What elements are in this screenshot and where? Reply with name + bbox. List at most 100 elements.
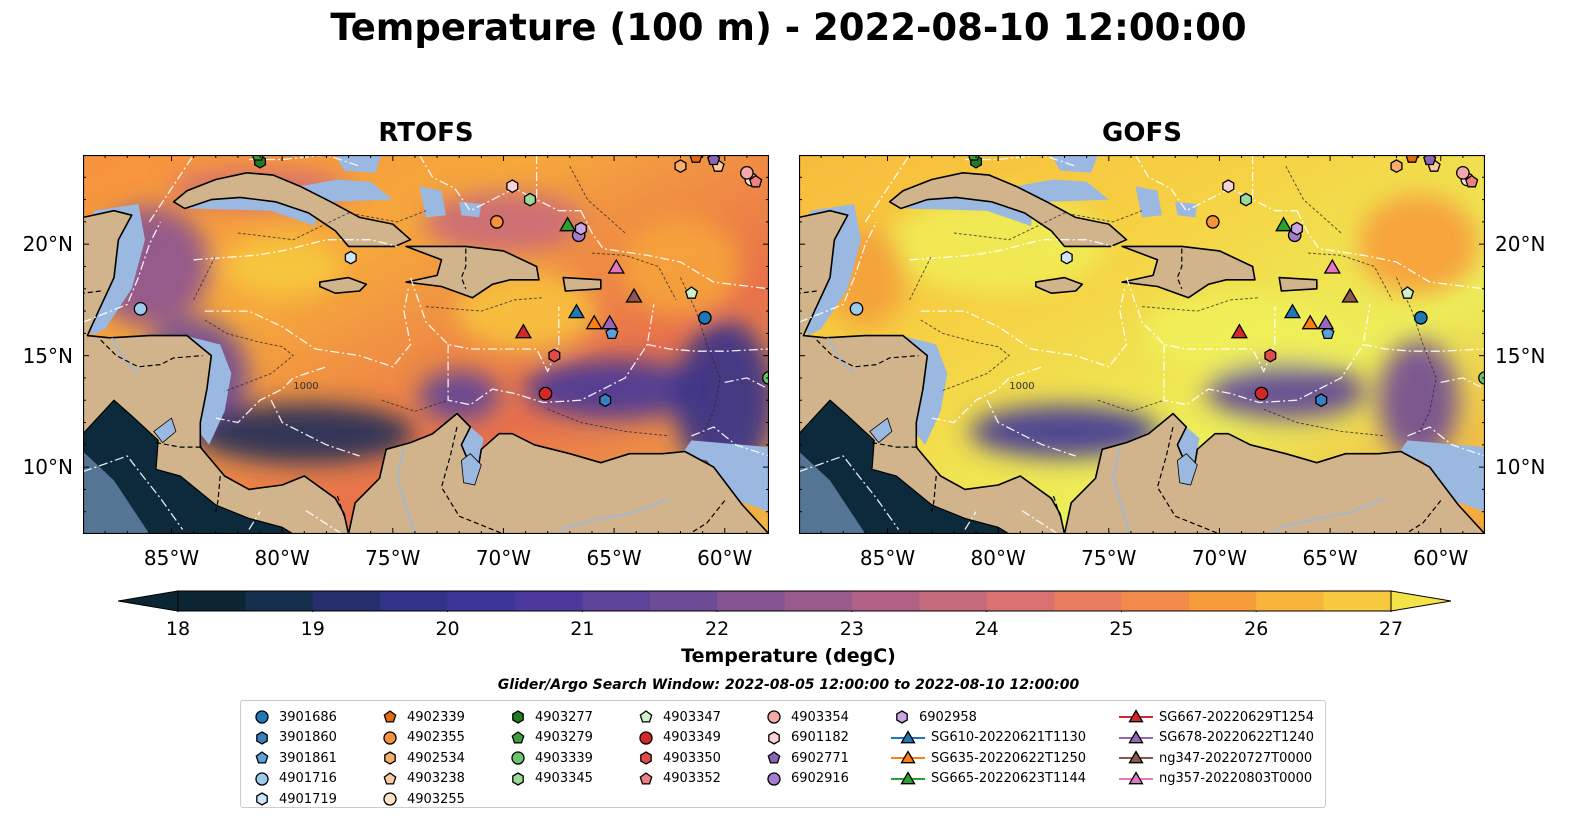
legend-marker bbox=[255, 771, 269, 786]
legend-item-label: 4902355 bbox=[407, 730, 465, 745]
colorbar-bin bbox=[1188, 591, 1257, 611]
platform-marker-SG665-20220623T1144 bbox=[559, 216, 577, 232]
country-borders bbox=[83, 248, 726, 534]
shallow-shelf bbox=[1135, 186, 1162, 218]
platform-marker-3901686 bbox=[1413, 310, 1428, 325]
legend-marker bbox=[640, 751, 652, 765]
map-frame bbox=[83, 155, 769, 534]
eez-line bbox=[1407, 426, 1485, 457]
shallow-shelf bbox=[1015, 179, 1109, 202]
eez-line bbox=[248, 511, 261, 530]
legend-item-label: 3901860 bbox=[279, 730, 337, 745]
platform-marker-4903349 bbox=[538, 386, 553, 401]
river-line bbox=[111, 337, 139, 375]
bathymetry-contours bbox=[909, 165, 1437, 437]
legend-item: 4903277 bbox=[507, 707, 593, 727]
contour-line bbox=[425, 297, 544, 312]
border-line bbox=[1156, 426, 1220, 534]
platform-marker-4902339 bbox=[1405, 155, 1419, 163]
lake-nicaragua bbox=[869, 417, 893, 444]
platform-legend: 3901686 3901860 3901861 4901716 4901719 49023… bbox=[240, 700, 1326, 808]
eez-line bbox=[1163, 304, 1371, 406]
legend-item-label: 6901182 bbox=[791, 730, 849, 745]
map-frame bbox=[799, 155, 1485, 534]
platform-marker-6902958 bbox=[1290, 221, 1303, 236]
legend-item: SG610-20220621T1130 bbox=[891, 728, 1086, 748]
legend-item: ng347-20220727T0000 bbox=[1119, 748, 1312, 768]
legend-item: 4903345 bbox=[507, 769, 593, 789]
legend-item: 4902355 bbox=[379, 728, 465, 748]
border-line bbox=[336, 495, 345, 517]
legend-item-label: 4903347 bbox=[663, 709, 721, 725]
contour-line bbox=[1285, 165, 1342, 234]
rtofs-map-canvas: 1000 bbox=[83, 155, 769, 534]
eez-line bbox=[864, 155, 911, 223]
legend-marker bbox=[256, 792, 268, 806]
lon-tick-label: 70°W bbox=[475, 546, 532, 570]
legend-item: 6902958 bbox=[891, 707, 977, 727]
eez-line bbox=[580, 210, 769, 290]
legend-marker bbox=[767, 751, 781, 764]
border-line bbox=[1404, 500, 1442, 534]
rivers bbox=[111, 337, 670, 534]
eez-line bbox=[148, 155, 195, 223]
platform-marker-SG667-20220629T1254 bbox=[514, 323, 532, 339]
legend-marker bbox=[891, 729, 925, 743]
search-window-text: Glider/Argo Search Window: 2022-08-05 12… bbox=[497, 677, 1080, 693]
legend-item-label: 4903339 bbox=[535, 750, 593, 766]
colorbar-bin bbox=[649, 591, 718, 611]
eez-line bbox=[647, 343, 769, 352]
legend-item-label: 3901861 bbox=[279, 750, 337, 766]
legend-item-label: SG635-20220622T1250 bbox=[931, 750, 1087, 766]
contour-line bbox=[547, 408, 670, 437]
platform-marker-3901861 bbox=[1321, 326, 1335, 340]
eez-line bbox=[1363, 343, 1485, 352]
legend-marker bbox=[255, 751, 269, 764]
contour-line bbox=[237, 210, 427, 241]
platform-marker-4901716 bbox=[133, 301, 148, 316]
border-line bbox=[1176, 248, 1183, 290]
contour-label: 1000 bbox=[1009, 381, 1034, 392]
pacific-shelf bbox=[799, 451, 866, 534]
legend-item-label: 4902534 bbox=[407, 750, 465, 766]
platform-marker-4903345 bbox=[523, 192, 537, 207]
figure-title: Temperature (100 m) - 2022-08-10 12:00:0… bbox=[330, 6, 1247, 49]
contour-line bbox=[569, 165, 626, 234]
lat-tick-label-right: 15°N bbox=[1495, 343, 1546, 368]
platform-marker-4902355 bbox=[1205, 215, 1220, 229]
legend-item: 6901182 bbox=[763, 728, 849, 748]
eez-line bbox=[799, 221, 878, 323]
border-line bbox=[215, 475, 221, 512]
legend-item-label: 6902916 bbox=[791, 771, 849, 786]
legend-marker bbox=[512, 710, 524, 724]
colorbar-tick-label: 22 bbox=[705, 618, 730, 640]
shallow-shelf bbox=[1051, 155, 1098, 173]
gofs-map-canvas: 1000 bbox=[799, 155, 1485, 534]
colorbar bbox=[117, 590, 1452, 612]
colorbar-tick-label: 20 bbox=[435, 618, 460, 640]
platform-marker-SG610-20220621T1130 bbox=[567, 303, 586, 319]
contour-line bbox=[193, 255, 217, 301]
lake-nicaragua bbox=[153, 417, 177, 444]
shallow-shelf bbox=[900, 335, 948, 445]
platform-marker-4902534 bbox=[674, 159, 687, 174]
legend-item-label: 4903350 bbox=[663, 750, 721, 766]
legend-item: 4901719 bbox=[251, 789, 337, 809]
lat-tick-label-right: 20°N bbox=[1495, 232, 1546, 257]
platform-marker-4903345 bbox=[1239, 192, 1253, 207]
platform-marker-6901182 bbox=[506, 179, 519, 194]
platform-marker-4902534 bbox=[1390, 159, 1403, 174]
contour-line bbox=[591, 252, 677, 301]
colorbar-bin bbox=[1323, 591, 1392, 611]
legend-item-label: 6902771 bbox=[791, 750, 849, 766]
platform-marker-4902355 bbox=[489, 215, 504, 229]
puerto-rico-land bbox=[562, 276, 602, 292]
eez-line bbox=[964, 511, 977, 530]
lon-tick-label: 60°W bbox=[697, 546, 753, 570]
shallow-shelf bbox=[680, 440, 769, 512]
shallow-shelf bbox=[299, 179, 393, 202]
lon-tick-label: 75°W bbox=[1081, 546, 1137, 570]
country-borders bbox=[799, 248, 1442, 534]
colorbar-tick-label: 27 bbox=[1378, 618, 1404, 640]
legend-marker bbox=[891, 770, 925, 784]
